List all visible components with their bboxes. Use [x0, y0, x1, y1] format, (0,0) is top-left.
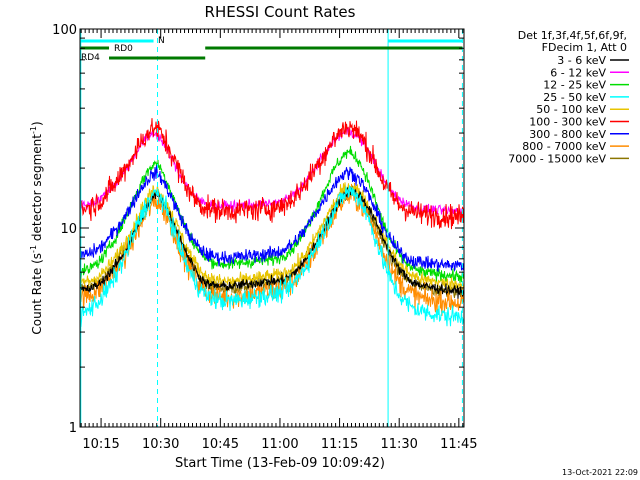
- footer-timestamp: 13-Oct-2021 22:09: [562, 468, 638, 477]
- x-tick-label-2: 10:30: [142, 437, 179, 452]
- status-label-rd4: RD4: [81, 53, 100, 63]
- x-tick-label-3: 10:45: [202, 437, 239, 452]
- series-line-4: [80, 185, 464, 328]
- x-tick-label-7: 11:45: [440, 437, 477, 452]
- y-axis-label-part2: detector segment: [30, 134, 44, 245]
- status-bars-group: N RD0 RD4: [80, 36, 463, 63]
- series-line-6: [80, 118, 464, 230]
- legend-label-2: 6 - 12 keV: [550, 66, 606, 79]
- x-tick-label-1: 10:15: [82, 437, 119, 452]
- y-tick-label-2: 10: [60, 222, 77, 237]
- legend: Det 1f,3f,4f,5f,6f,9f, FDecim 1, Att 0 3…: [508, 29, 629, 165]
- y-axis-label-part3: ): [30, 121, 44, 126]
- legend-label-6: 100 - 300 keV: [529, 116, 606, 129]
- legend-label-9: 7000 - 15000 keV: [508, 152, 606, 165]
- y-axis-ticks: 1 10 100: [52, 23, 464, 436]
- y-tick-label-3: 100: [52, 23, 77, 38]
- x-axis-label: Start Time (13-Feb-09 10:09:42): [175, 456, 385, 471]
- y-axis-label-sup2: -1: [29, 126, 38, 134]
- legend-label-4: 25 - 50 keV: [543, 91, 606, 104]
- legend-header-line2: FDecim 1, Att 0: [542, 41, 627, 54]
- status-label-rd0: RD0: [114, 44, 133, 54]
- plot-clip-group: [80, 118, 464, 328]
- y-axis-label-part1: Count Rate (s: [30, 253, 44, 335]
- legend-label-1: 3 - 6 keV: [557, 54, 606, 67]
- legend-label-5: 50 - 100 keV: [536, 103, 606, 116]
- legend-label-8: 800 - 7000 keV: [522, 140, 606, 153]
- legend-label-3: 12 - 25 keV: [543, 79, 606, 92]
- y-axis-label: Count Rate (s-1 detector segment-1): [29, 121, 44, 334]
- y-axis-label-sup1: -1: [29, 245, 38, 253]
- legend-label-7: 300 - 800 keV: [529, 128, 606, 141]
- chart-title: RHESSI Count Rates: [205, 3, 356, 21]
- y-tick-label-1: 1: [69, 421, 77, 436]
- series-line-7: [80, 165, 464, 273]
- x-axis-ticks: 10:15 10:30 10:45 11:00 11:15 11:30 11:45: [80, 29, 478, 452]
- series-group: [80, 118, 464, 328]
- x-tick-label-5: 11:15: [321, 437, 358, 452]
- x-tick-label-6: 11:30: [380, 437, 417, 452]
- x-tick-label-4: 11:00: [261, 437, 298, 452]
- status-label-n: N: [158, 36, 165, 46]
- legend-header-line1: Det 1f,3f,4f,5f,6f,9f,: [518, 29, 627, 42]
